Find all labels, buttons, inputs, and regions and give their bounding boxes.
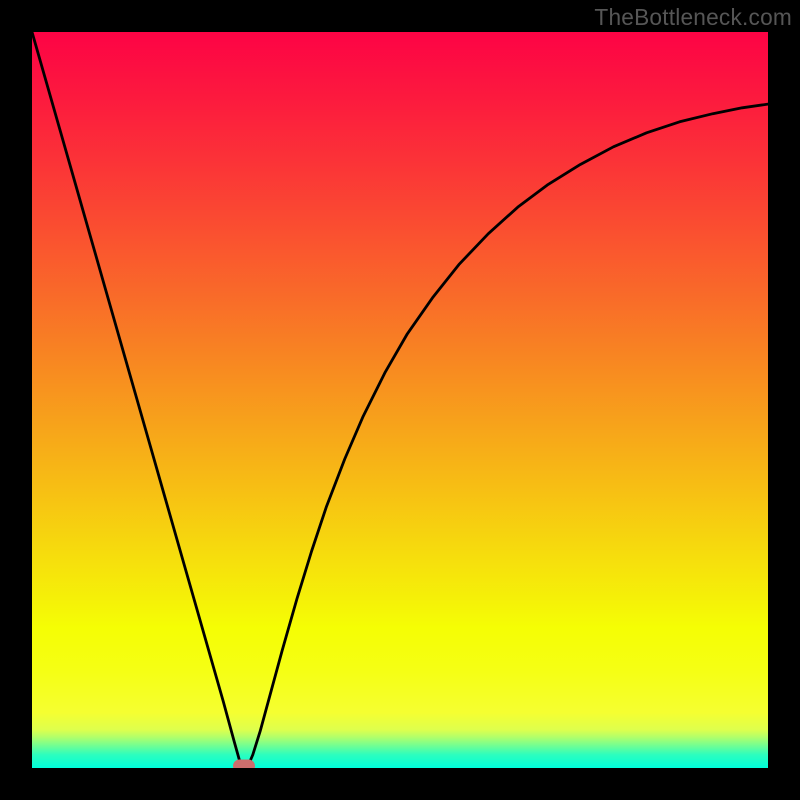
watermark-text: TheBottleneck.com (594, 4, 792, 31)
frame-bottom (0, 768, 800, 800)
curve-path (32, 32, 768, 768)
optimum-marker (233, 759, 255, 768)
frame-right (768, 0, 800, 800)
chart-root: { "watermark": { "text": "TheBottleneck.… (0, 0, 800, 800)
bottleneck-curve (32, 32, 768, 768)
frame-left (0, 0, 32, 800)
plot-area (32, 32, 768, 768)
